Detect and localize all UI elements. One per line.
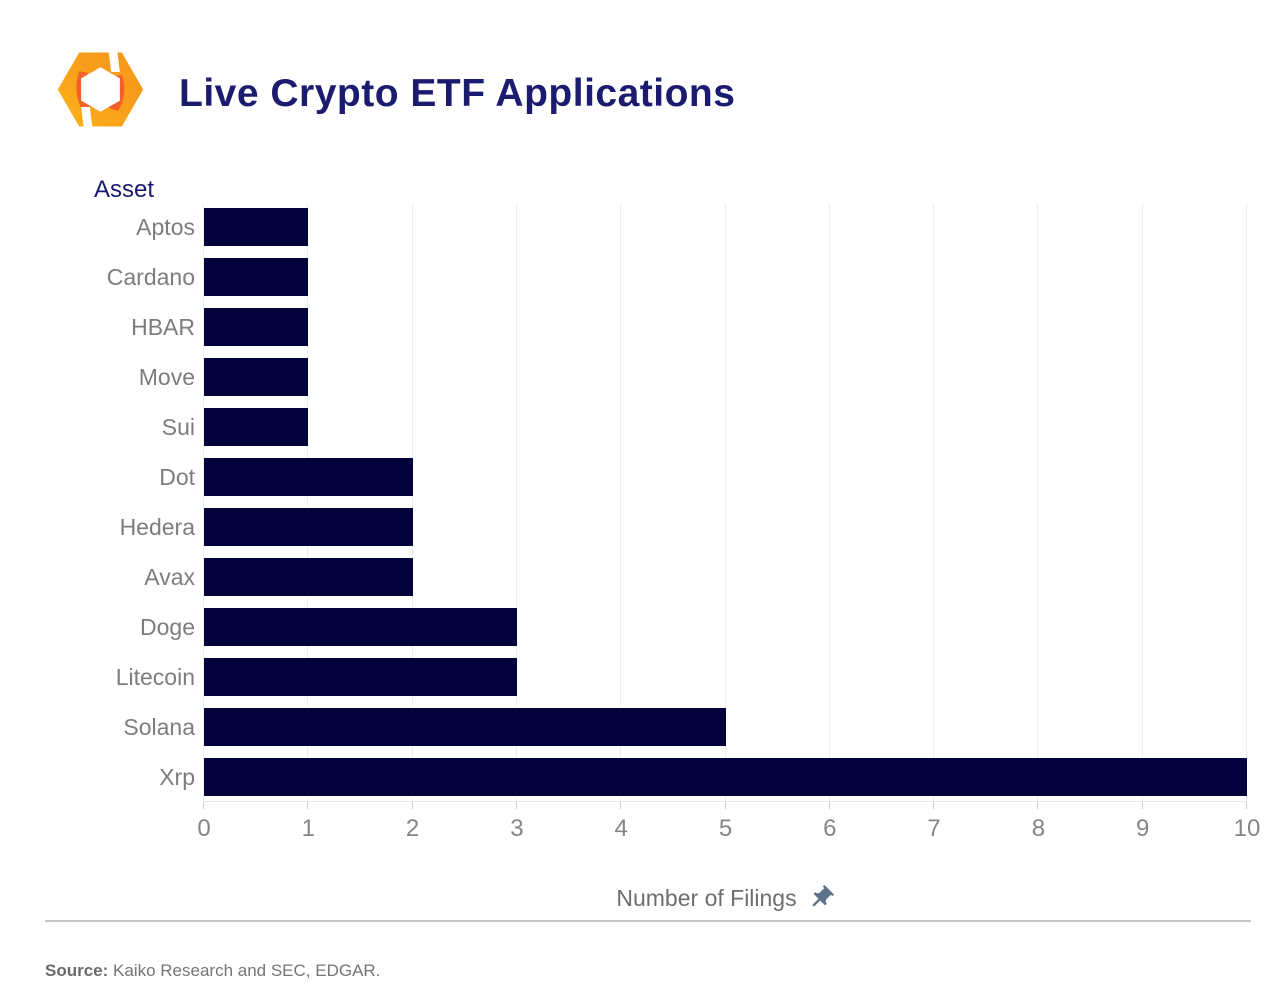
- category-label-sui: Sui: [161, 414, 195, 440]
- tick-mark: [307, 802, 309, 809]
- gridline: [1037, 203, 1039, 801]
- gridline: [1246, 203, 1247, 801]
- bar-cardano: [204, 258, 309, 296]
- gridline: [724, 203, 726, 801]
- x-axis-title-row: Number of Filings: [204, 882, 1247, 914]
- gridline: [828, 203, 830, 801]
- tick-mark: [1246, 802, 1247, 809]
- x-axis: 0 1 2 3 4 5 6 7 8 9 10: [197, 802, 1260, 850]
- gridline: [1141, 203, 1143, 801]
- category-label-hbar: HBAR: [131, 314, 195, 340]
- category-label-xrp: Xrp: [159, 764, 195, 790]
- category-label-hedera: Hedera: [119, 514, 195, 540]
- tick-mark: [620, 802, 622, 809]
- gridline: [307, 203, 309, 801]
- tick-label-6: 6: [823, 815, 837, 842]
- x-axis-title: Number of Filings: [616, 884, 797, 911]
- bar-avax: [204, 558, 413, 596]
- gridline: [515, 203, 517, 801]
- bar-litecoin: [204, 658, 517, 696]
- source-line: Source: Kaiko Research and SEC, EDGAR.: [45, 961, 380, 981]
- gridline: [203, 203, 204, 801]
- bar-aptos: [204, 208, 309, 246]
- kaiko-logo-icon: [57, 41, 144, 138]
- category-label-aptos: Aptos: [136, 214, 195, 240]
- tick-label-9: 9: [1136, 815, 1150, 842]
- gridline: [620, 203, 622, 801]
- bar-move: [204, 358, 309, 396]
- tick-mark: [411, 802, 413, 809]
- category-label-move: Move: [138, 364, 195, 390]
- gridline: [933, 203, 935, 801]
- tick-label-10: 10: [1233, 815, 1261, 842]
- category-label-dot: Dot: [159, 464, 195, 490]
- tick-mark: [515, 802, 517, 809]
- page-title: Live Crypto ETF Applications: [179, 72, 736, 115]
- tick-label-4: 4: [614, 815, 628, 842]
- tick-label-8: 8: [1031, 815, 1046, 842]
- tick-mark: [724, 802, 726, 809]
- tick-label-7: 7: [927, 815, 941, 842]
- category-labels: Aptos Cardano HBAR Move Sui Dot Hedera Avax Doge…: [0, 203, 195, 802]
- source-label: Source:: [45, 961, 109, 980]
- tick-mark: [933, 802, 935, 809]
- tick-label-0: 0: [197, 815, 211, 842]
- tick-label-1: 1: [301, 815, 315, 842]
- category-label-solana: Solana: [123, 714, 195, 740]
- bar-chart-plot-area: [203, 203, 1247, 802]
- category-label-cardano: Cardano: [106, 264, 195, 290]
- pushpin-icon: [812, 885, 834, 907]
- category-label-doge: Doge: [140, 614, 195, 640]
- bar-solana: [204, 708, 726, 746]
- bar-hbar: [204, 308, 309, 346]
- tick-label-5: 5: [718, 815, 733, 842]
- tick-mark: [828, 802, 830, 809]
- footer-divider: [45, 920, 1251, 922]
- tick-mark: [1037, 802, 1039, 809]
- tick-label-3: 3: [510, 815, 524, 842]
- source-text: Kaiko Research and SEC, EDGAR.: [113, 961, 381, 980]
- bar-xrp: [204, 758, 1247, 796]
- tick-mark: [203, 802, 204, 809]
- bar-dot: [204, 458, 413, 496]
- category-label-litecoin: Litecoin: [115, 664, 195, 690]
- bar-doge: [204, 608, 517, 646]
- gridline: [411, 203, 413, 801]
- tick-label-2: 2: [405, 815, 420, 842]
- tick-mark: [1141, 802, 1143, 809]
- category-label-avax: Avax: [144, 564, 195, 590]
- bar-hedera: [204, 508, 413, 546]
- y-axis-title: Asset: [94, 176, 155, 203]
- bar-sui: [204, 408, 309, 446]
